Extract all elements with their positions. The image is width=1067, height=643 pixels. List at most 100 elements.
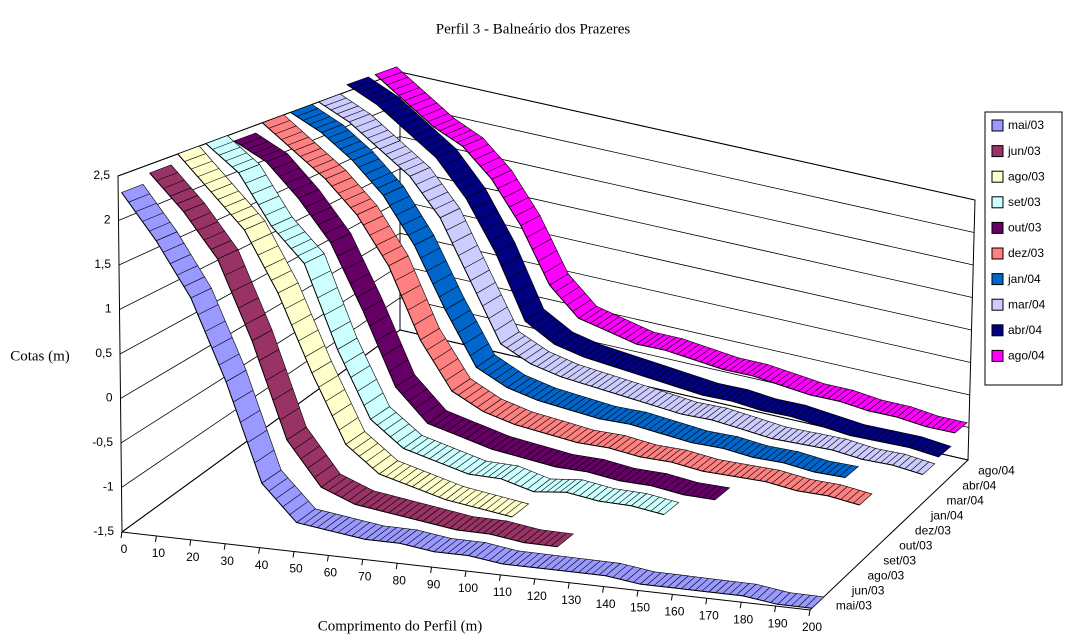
hatch [488, 362, 508, 376]
hatch [931, 417, 945, 429]
hatch [204, 320, 226, 332]
hatch [880, 451, 894, 464]
hatch [163, 179, 185, 189]
hatch [327, 129, 349, 139]
hatch [520, 413, 539, 427]
hatch [796, 406, 812, 419]
hatch [451, 309, 471, 322]
y-tick-label: 2,5 [93, 168, 110, 182]
hatch [176, 265, 198, 276]
hatch [675, 400, 692, 413]
hatch [284, 298, 305, 310]
plot-area [121, 66, 968, 609]
hatch [586, 402, 605, 416]
hatch [660, 574, 675, 587]
depth-tick-label: out/03 [899, 539, 933, 553]
legend-label: ago/03 [1008, 169, 1045, 183]
hatch [416, 440, 435, 454]
hatch [795, 431, 811, 444]
hatch [337, 184, 359, 194]
hatch [705, 351, 723, 364]
hatch [395, 500, 414, 515]
hatch [765, 447, 780, 460]
hatch [501, 406, 521, 420]
hatch [346, 146, 367, 156]
hatch [372, 526, 391, 541]
hatch [385, 528, 404, 542]
hatch [654, 419, 671, 432]
hatch [358, 84, 381, 93]
hatch [542, 356, 561, 370]
hatch [646, 572, 662, 586]
hatch [367, 129, 389, 139]
x-tick [808, 609, 811, 617]
hatch [688, 577, 703, 590]
hatch [448, 453, 468, 467]
hatch [624, 326, 643, 340]
hatch [657, 500, 673, 514]
hatch [559, 479, 577, 493]
hatch [298, 329, 319, 342]
hatch [578, 369, 597, 383]
depth-tick-label: ago/04 [978, 464, 1015, 478]
hatch [445, 368, 465, 382]
hatch [708, 486, 724, 499]
hatch [885, 431, 899, 443]
hatch [667, 574, 682, 588]
x-tick [464, 570, 467, 578]
hatch [429, 445, 448, 459]
hatch [916, 461, 930, 473]
depth-tick-label: mai/03 [836, 599, 872, 613]
hatch [169, 254, 191, 264]
hatch [394, 270, 415, 282]
hatch [908, 410, 922, 422]
hatch [372, 454, 392, 469]
hatch [784, 403, 800, 416]
hatch [605, 407, 623, 421]
hatch [904, 457, 918, 470]
hatch [331, 177, 353, 187]
hatch [482, 294, 502, 307]
hatch [678, 375, 696, 388]
hatch [605, 489, 622, 503]
hatch [524, 347, 544, 361]
hatch [749, 585, 764, 598]
hatch [478, 430, 497, 445]
hatch [310, 270, 332, 281]
hatch [564, 426, 582, 440]
hatch [574, 457, 592, 471]
hatch [402, 502, 421, 517]
hatch [910, 459, 924, 471]
hatch [401, 381, 421, 395]
hatch [777, 450, 792, 462]
hatch [302, 112, 325, 121]
legend-label: ago/04 [1008, 349, 1045, 363]
hatch [306, 153, 328, 163]
hatch [336, 246, 358, 257]
hatch [693, 404, 710, 417]
hatch [578, 559, 594, 573]
x-tick [567, 582, 570, 589]
hatch [217, 190, 239, 200]
hatch [784, 475, 799, 488]
hatch [879, 402, 894, 414]
hatch [644, 472, 661, 486]
hatch [361, 124, 383, 134]
hatch [456, 133, 478, 143]
hatch [312, 159, 334, 169]
hatch [231, 158, 254, 168]
hatch [296, 108, 319, 117]
hatch [612, 466, 630, 480]
hatch [932, 444, 946, 456]
hatch [531, 385, 550, 399]
hatch [442, 512, 461, 527]
hatch [746, 466, 762, 479]
ribbon-edge [121, 192, 812, 609]
hatch [779, 402, 795, 415]
hatch [364, 165, 386, 175]
hatch [572, 299, 592, 312]
hatch [645, 390, 662, 404]
hatch [449, 514, 467, 529]
hatch [259, 149, 282, 158]
hatch [204, 175, 226, 185]
